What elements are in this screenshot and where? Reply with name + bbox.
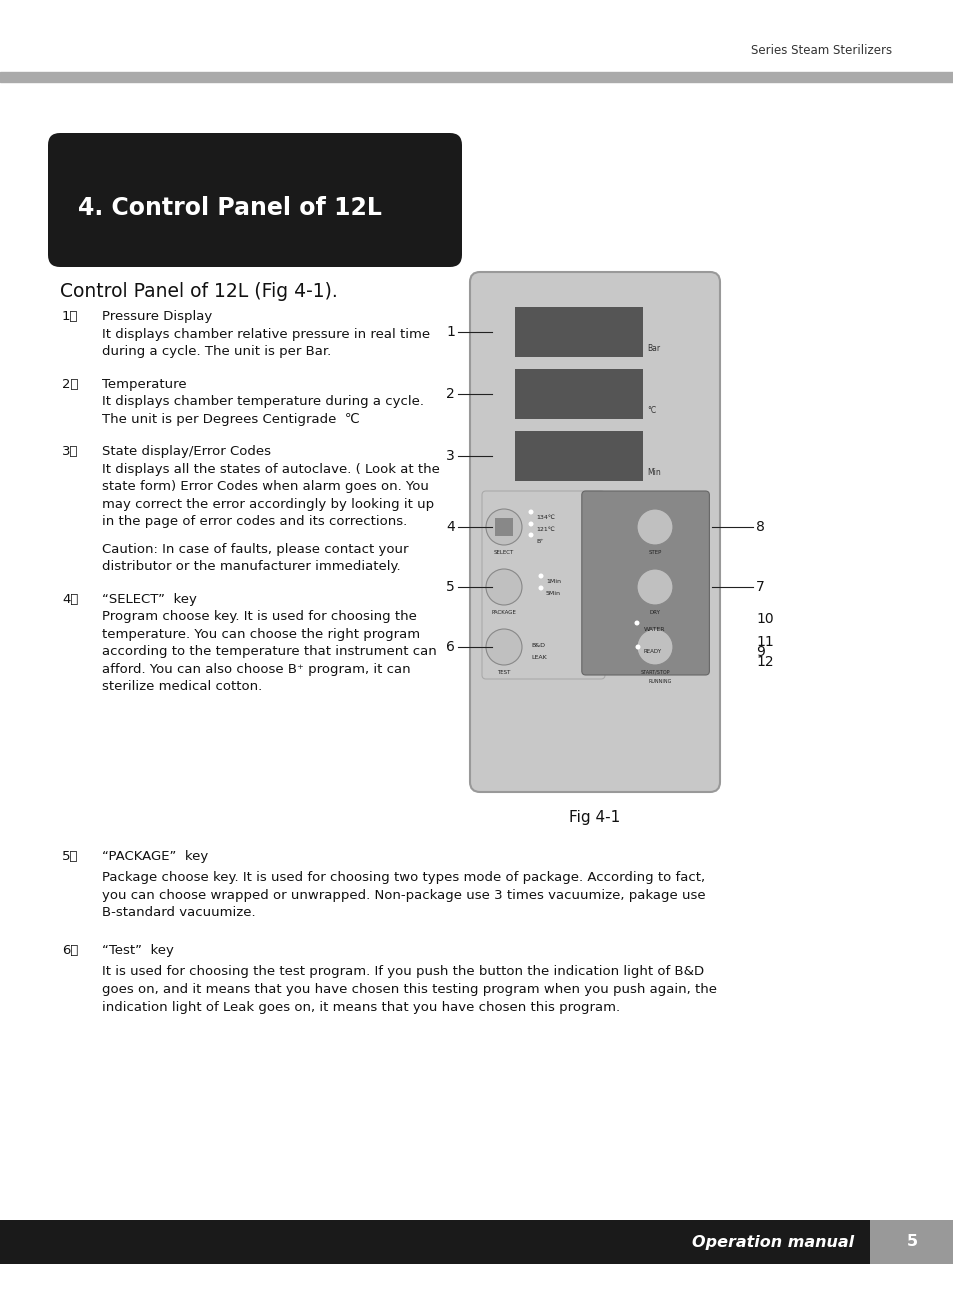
FancyBboxPatch shape [481, 490, 604, 679]
Text: WATER: WATER [643, 628, 665, 631]
Text: you can choose wrapped or unwrapped. Non-package use 3 times vacuumize, pakage u: you can choose wrapped or unwrapped. Non… [102, 889, 705, 902]
Text: 5、: 5、 [62, 850, 78, 863]
Circle shape [485, 509, 521, 545]
Text: sterilize medical cotton.: sterilize medical cotton. [102, 681, 262, 694]
FancyBboxPatch shape [48, 133, 461, 267]
Circle shape [537, 585, 543, 590]
Text: 4: 4 [446, 520, 455, 534]
Circle shape [637, 629, 672, 665]
Text: Series Steam Sterilizers: Series Steam Sterilizers [750, 44, 891, 57]
Text: 2: 2 [446, 387, 455, 401]
Text: SELECT: SELECT [494, 550, 514, 555]
Text: DRY: DRY [649, 609, 659, 615]
Bar [515, 369, 642, 419]
Text: 4. Control Panel of 12L: 4. Control Panel of 12L [78, 195, 381, 220]
Circle shape [528, 521, 533, 527]
Text: READY: READY [642, 650, 660, 653]
Text: 8: 8 [755, 520, 764, 534]
Text: indication light of Leak goes on, it means that you have chosen this program.: indication light of Leak goes on, it mea… [102, 1000, 619, 1013]
Text: It displays chamber relative pressure in real time: It displays chamber relative pressure in… [102, 327, 430, 340]
FancyBboxPatch shape [470, 272, 720, 792]
Text: 6、: 6、 [62, 945, 78, 958]
Text: 1Min: 1Min [545, 578, 560, 584]
Text: temperature. You can choose the right program: temperature. You can choose the right pr… [102, 628, 419, 641]
Text: 2、: 2、 [62, 378, 78, 391]
Bar [495, 518, 513, 536]
Text: “PACKAGE”  key: “PACKAGE” key [102, 850, 208, 863]
Circle shape [528, 533, 533, 537]
Text: Pressure Display: Pressure Display [102, 311, 212, 324]
Text: 7: 7 [755, 580, 764, 594]
Text: 5Min: 5Min [545, 591, 560, 597]
Text: The unit is per Degrees Centigrade  ℃: The unit is per Degrees Centigrade ℃ [102, 413, 359, 426]
Text: 121℃: 121℃ [536, 527, 554, 532]
Text: according to the temperature that instrument can: according to the temperature that instru… [102, 644, 436, 659]
Text: Min: Min [646, 468, 660, 477]
Text: state form) Error Codes when alarm goes on. You: state form) Error Codes when alarm goes … [102, 480, 429, 493]
Text: 1: 1 [446, 325, 455, 339]
Text: 12: 12 [755, 655, 773, 669]
Bar [0, 72, 953, 82]
Text: 6: 6 [446, 641, 455, 653]
Text: 9: 9 [755, 644, 764, 659]
Text: Operation manual: Operation manual [691, 1234, 853, 1250]
Text: State display/Error Codes: State display/Error Codes [102, 445, 271, 458]
Text: “SELECT”  key: “SELECT” key [102, 593, 196, 606]
Text: Caution: In case of faults, please contact your: Caution: In case of faults, please conta… [102, 542, 408, 555]
Circle shape [537, 573, 543, 578]
Circle shape [635, 644, 639, 650]
Text: 11: 11 [755, 635, 773, 650]
Text: PACKAGE: PACKAGE [491, 609, 516, 615]
Text: Package choose key. It is used for choosing two types mode of package. According: Package choose key. It is used for choos… [102, 871, 704, 885]
Text: 10: 10 [755, 612, 773, 626]
Text: Bar: Bar [646, 344, 659, 353]
Text: B&D: B&D [531, 643, 544, 648]
Text: LEAK: LEAK [531, 655, 546, 660]
Circle shape [485, 569, 521, 606]
Circle shape [637, 569, 672, 606]
Text: Program choose key. It is used for choosing the: Program choose key. It is used for choos… [102, 609, 416, 622]
Text: TEST: TEST [497, 670, 510, 675]
Circle shape [485, 629, 521, 665]
Text: It displays all the states of autoclave. ( Look at the: It displays all the states of autoclave.… [102, 462, 439, 475]
Text: 134℃: 134℃ [536, 515, 555, 520]
Text: 5: 5 [905, 1234, 917, 1250]
Text: Fig 4-1: Fig 4-1 [569, 810, 620, 826]
Text: afford. You can also choose B⁺ program, it can: afford. You can also choose B⁺ program, … [102, 663, 410, 675]
Text: during a cycle. The unit is per Bar.: during a cycle. The unit is per Bar. [102, 345, 331, 358]
Text: in the page of error codes and its corrections.: in the page of error codes and its corre… [102, 515, 407, 528]
Text: RUNNING: RUNNING [648, 679, 671, 685]
Text: may correct the error accordingly by looking it up: may correct the error accordingly by loo… [102, 497, 434, 511]
Text: B⁺: B⁺ [536, 540, 543, 543]
Text: 5: 5 [446, 580, 455, 594]
Text: Temperature: Temperature [102, 378, 187, 391]
Text: °C: °C [646, 406, 656, 415]
Text: 3、: 3、 [62, 445, 78, 458]
Text: It is used for choosing the test program. If you push the button the indication : It is used for choosing the test program… [102, 965, 703, 978]
Circle shape [637, 509, 672, 545]
Text: B-standard vacuumize.: B-standard vacuumize. [102, 907, 255, 920]
Text: START/STOP: START/STOP [639, 670, 669, 675]
Text: It displays chamber temperature during a cycle.: It displays chamber temperature during a… [102, 395, 423, 408]
Text: distributor or the manufacturer immediately.: distributor or the manufacturer immediat… [102, 560, 400, 573]
Bar [515, 307, 642, 357]
Text: Control Panel of 12L (Fig 4-1).: Control Panel of 12L (Fig 4-1). [60, 282, 337, 302]
Bar [869, 1220, 953, 1264]
Text: 3: 3 [446, 449, 455, 463]
Text: goes on, and it means that you have chosen this testing program when you push ag: goes on, and it means that you have chos… [102, 983, 717, 996]
Text: 1、: 1、 [62, 311, 78, 324]
FancyBboxPatch shape [581, 490, 709, 675]
Bar [0, 1220, 869, 1264]
Circle shape [528, 510, 533, 515]
Bar [515, 431, 642, 481]
Text: STEP: STEP [648, 550, 661, 555]
Text: “Test”  key: “Test” key [102, 945, 173, 958]
Text: 4、: 4、 [62, 593, 78, 606]
Circle shape [634, 621, 639, 625]
